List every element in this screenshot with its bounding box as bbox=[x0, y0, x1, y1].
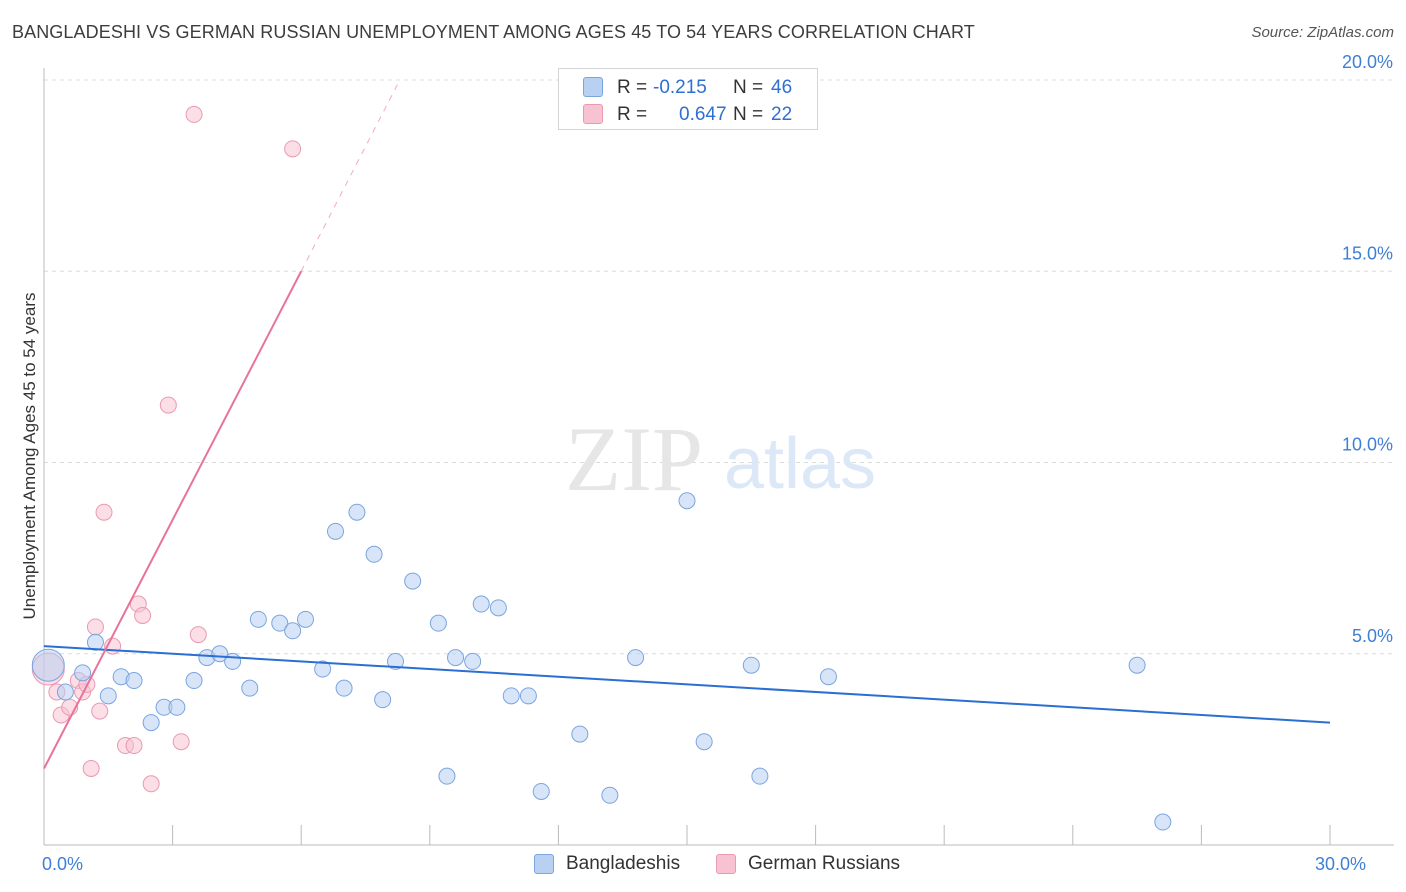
german-russians-point bbox=[172, 733, 190, 751]
bottom-legend-swatch-pink bbox=[716, 854, 736, 874]
correlation-legend: R = -0.215 N = 46 R = 0.647 N = 22 bbox=[558, 68, 818, 130]
german-russians-point bbox=[189, 626, 207, 644]
y-axis-label: Unemployment Among Ages 45 to 54 years bbox=[20, 292, 39, 620]
bangladeshis-point bbox=[335, 679, 353, 697]
x-tick-label: 0.0% bbox=[42, 854, 83, 874]
bangladeshis-point bbox=[99, 687, 117, 705]
bangladeshis-point bbox=[296, 610, 314, 628]
bangladeshis-point bbox=[86, 633, 104, 651]
german-russians-point bbox=[185, 105, 203, 123]
bangladeshis-point bbox=[532, 782, 550, 800]
bangladeshis-point bbox=[571, 725, 589, 743]
bangladeshis-point bbox=[271, 614, 289, 632]
german-russians-point bbox=[95, 503, 113, 521]
bangladeshis-point bbox=[31, 648, 65, 682]
bangladeshis-point bbox=[404, 572, 422, 590]
bangladeshis-point bbox=[326, 522, 344, 540]
bottom-legend-label: Bangladeshis bbox=[566, 853, 681, 874]
bangladeshis-point bbox=[519, 687, 537, 705]
german-russians-point bbox=[134, 607, 152, 624]
german-russians-trend-extension bbox=[300, 79, 401, 272]
german-russians-trend-line bbox=[43, 270, 303, 769]
bangladeshis-point bbox=[74, 664, 92, 682]
bangladeshis-point bbox=[185, 672, 203, 690]
bangladeshis-point bbox=[472, 595, 490, 613]
bangladeshis-points bbox=[31, 492, 1172, 831]
x-tick-label: 30.0% bbox=[1315, 854, 1366, 874]
bangladeshis-point bbox=[348, 503, 366, 521]
legend-swatch-pink bbox=[583, 104, 603, 124]
legend-r-value: -0.215 bbox=[653, 77, 707, 98]
y-tick-label: 5.0% bbox=[1352, 626, 1393, 646]
german-russians-point bbox=[142, 775, 160, 793]
grid-lines bbox=[44, 79, 1394, 655]
bangladeshis-point bbox=[489, 599, 507, 617]
trend-lines bbox=[43, 79, 1331, 769]
bottom-legend-label: German Russians bbox=[748, 853, 901, 874]
legend-n-label: N = bbox=[733, 77, 764, 98]
legend-r-label: R = bbox=[617, 77, 648, 98]
bangladeshis-point bbox=[751, 767, 769, 785]
german-russians-point bbox=[159, 396, 177, 414]
legend-n-value: 22 bbox=[771, 104, 793, 125]
legend-swatch-blue bbox=[583, 77, 603, 97]
german-russians-point bbox=[91, 702, 109, 720]
watermark-zip: ZIP bbox=[565, 408, 703, 510]
watermark: ZIP atlas bbox=[565, 408, 876, 510]
bangladeshis-point bbox=[1128, 656, 1146, 674]
bangladeshis-point bbox=[365, 545, 383, 563]
bangladeshis-point bbox=[601, 786, 619, 804]
bangladeshis-point bbox=[429, 614, 447, 632]
bangladeshis-point bbox=[249, 610, 267, 628]
bangladeshis-point bbox=[447, 649, 465, 667]
german-russians-point bbox=[82, 760, 100, 777]
bangladeshis-point bbox=[374, 691, 392, 709]
bangladeshis-point bbox=[314, 660, 332, 678]
bangladeshis-point bbox=[142, 714, 160, 732]
bangladeshis-point bbox=[387, 652, 405, 670]
tick-labels: 5.0% 10.0% 15.0% 20.0% 0.0% 30.0% bbox=[42, 52, 1393, 874]
bangladeshis-point bbox=[168, 698, 186, 716]
bangladeshis-point bbox=[819, 668, 837, 686]
chart-title: BANGLADESHI VS GERMAN RUSSIAN UNEMPLOYME… bbox=[12, 22, 975, 42]
bangladeshis-point bbox=[56, 683, 74, 701]
legend-r-label: R = bbox=[617, 104, 648, 125]
y-tick-label: 10.0% bbox=[1342, 435, 1393, 455]
bangladeshis-point bbox=[241, 679, 259, 697]
axes bbox=[43, 68, 1394, 846]
bangladeshis-trend-line bbox=[43, 645, 1331, 724]
bangladeshis-point bbox=[695, 733, 713, 751]
legend-r-value: 0.647 bbox=[679, 104, 727, 125]
bangladeshis-point bbox=[1154, 813, 1172, 831]
legend-n-value: 46 bbox=[771, 77, 793, 98]
bangladeshis-point bbox=[678, 492, 696, 510]
german-russians-point bbox=[125, 737, 143, 755]
bottom-legend-swatch-blue bbox=[534, 854, 554, 874]
bangladeshis-point bbox=[502, 687, 520, 705]
y-tick-label: 20.0% bbox=[1342, 52, 1393, 72]
source-label: Source: ZipAtlas.com bbox=[1251, 24, 1394, 41]
bangladeshis-point bbox=[224, 652, 242, 670]
watermark-atlas: atlas bbox=[724, 424, 876, 504]
bangladeshis-point bbox=[627, 649, 645, 667]
german-russians-point bbox=[86, 618, 104, 636]
german-russians-point bbox=[284, 140, 302, 158]
bangladeshis-point bbox=[438, 767, 456, 785]
legend-n-label: N = bbox=[733, 104, 764, 125]
bangladeshis-point bbox=[284, 622, 302, 640]
bangladeshis-point bbox=[742, 656, 760, 674]
bangladeshis-point bbox=[464, 652, 482, 670]
y-tick-label: 15.0% bbox=[1342, 243, 1393, 263]
bangladeshis-point bbox=[125, 672, 143, 690]
